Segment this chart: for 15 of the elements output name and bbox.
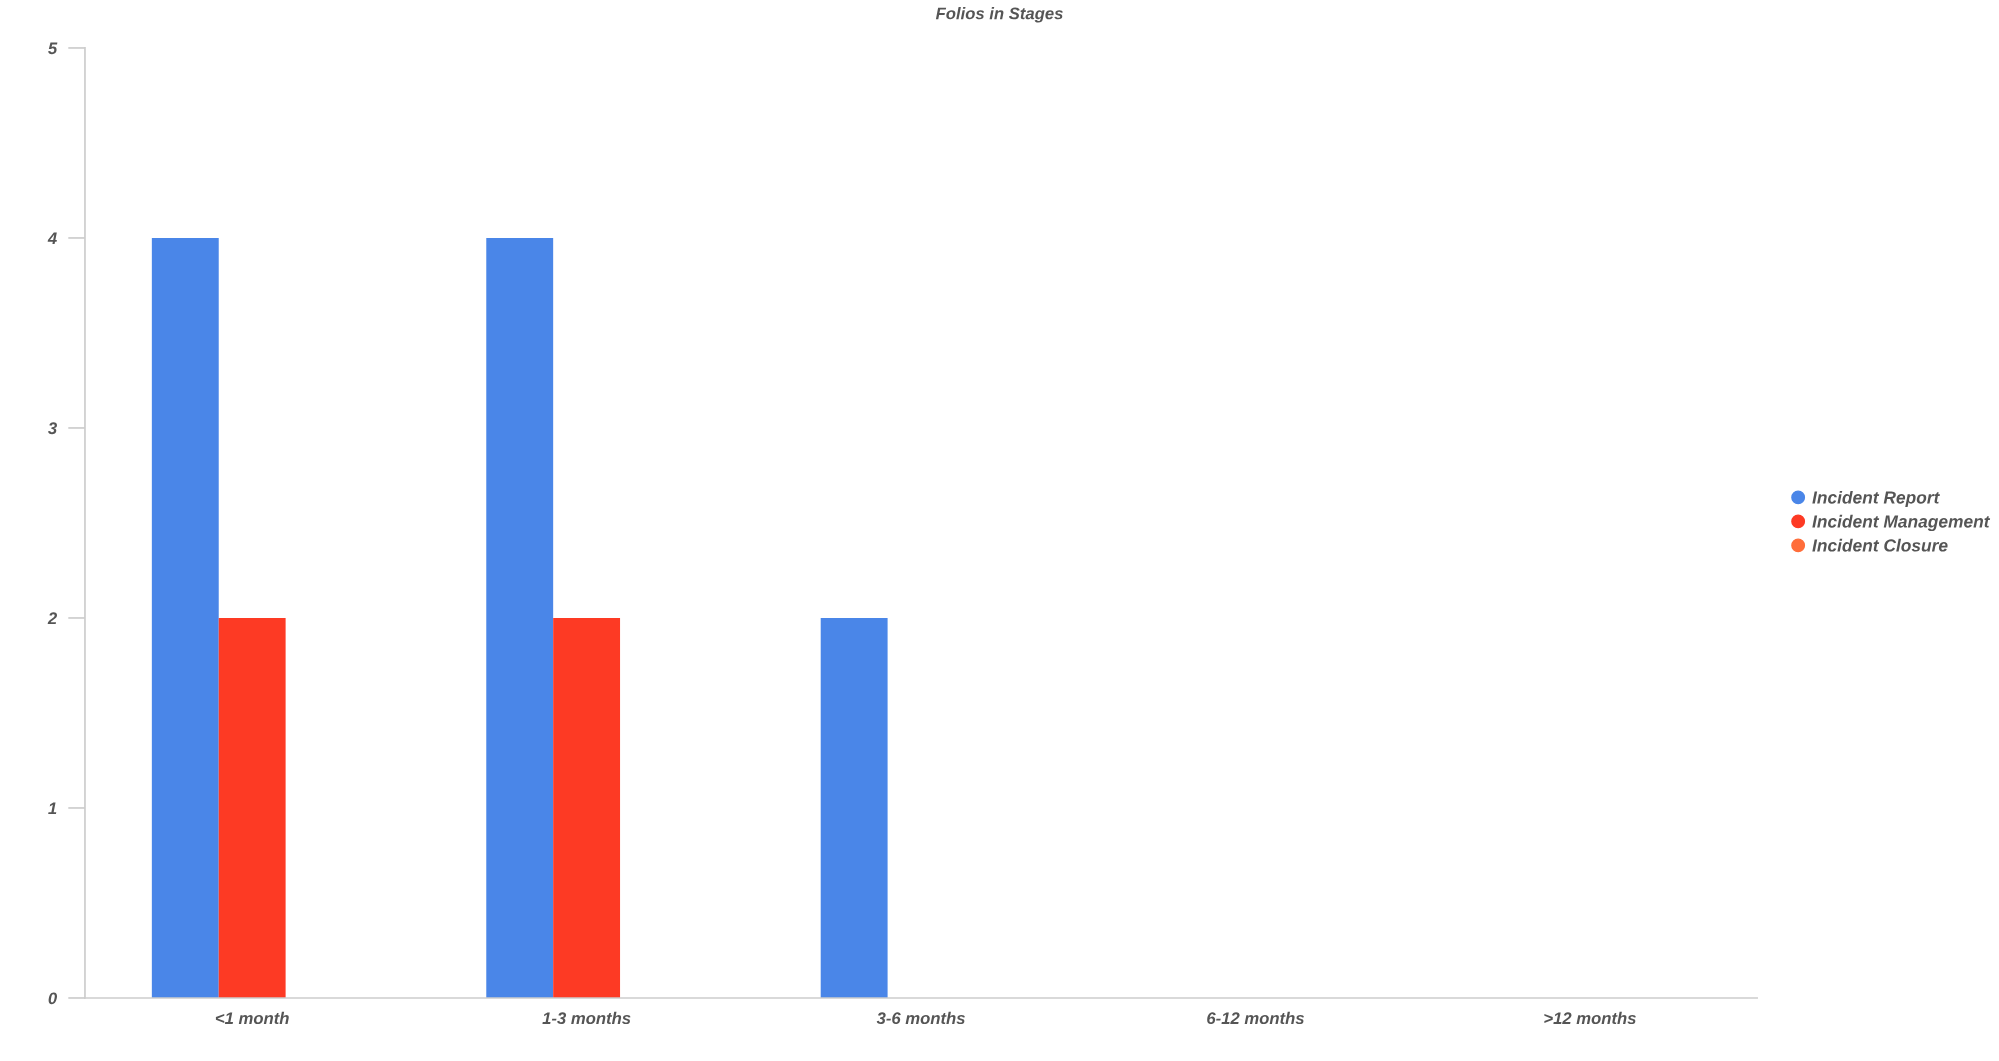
legend-label: Incident Report [1812, 490, 1940, 508]
y-tick-label: 0 [48, 992, 58, 1005]
y-tick-label: 1 [48, 802, 57, 815]
legend-label: Incident Management [1812, 514, 1991, 532]
x-tick-label: <1 month [215, 1011, 289, 1025]
x-tick-label: 3-6 months [876, 1011, 965, 1025]
x-tick-label: 1-3 months [542, 1011, 631, 1025]
y-tick-label: 3 [48, 422, 57, 435]
chart-title: Folios in Stages [935, 7, 1063, 23]
y-tick-label: 4 [47, 232, 57, 244]
x-tick-label: >12 months [1544, 1011, 1636, 1025]
legend-label: Incident Closure [1812, 538, 1948, 552]
y-tick-label: 2 [47, 612, 58, 625]
x-tick-label: 6-12 months [1207, 1011, 1304, 1025]
y-tick-label: 5 [48, 42, 58, 55]
